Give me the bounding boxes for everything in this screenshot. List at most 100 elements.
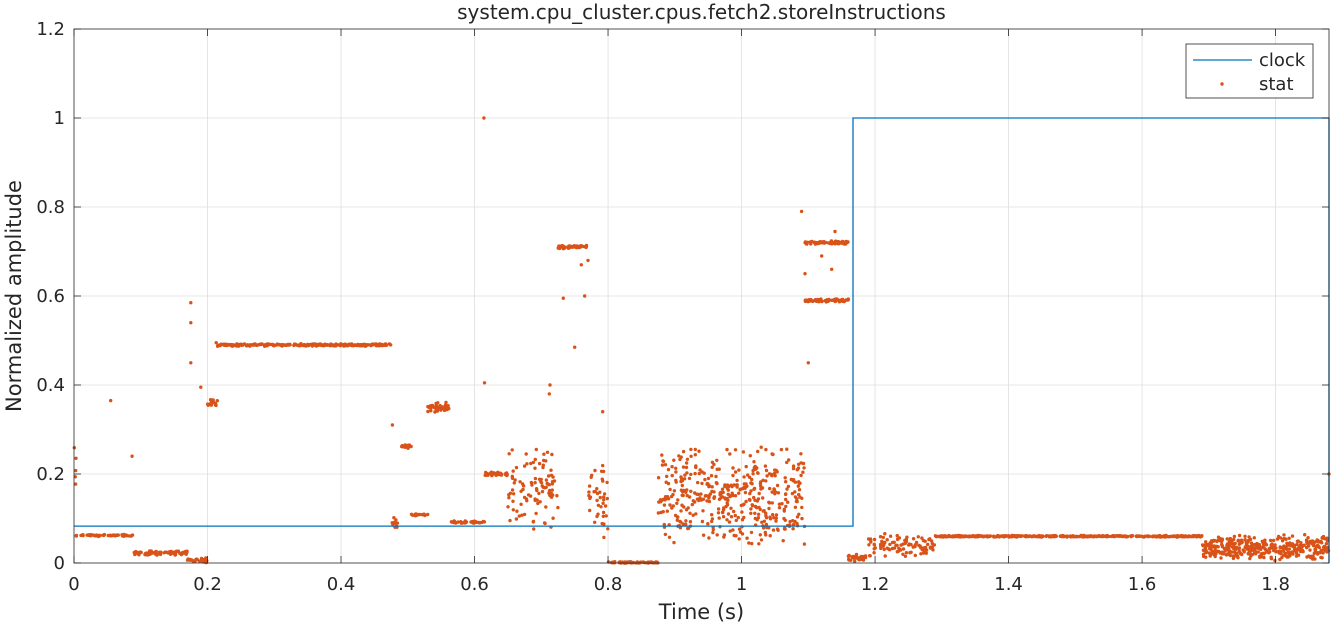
stat-point (1198, 535, 1203, 539)
stat-point (490, 473, 494, 478)
stat-point (738, 530, 743, 534)
stat-point (748, 454, 752, 458)
stat-point (782, 507, 786, 511)
stat-point (1308, 548, 1312, 552)
stat-point (1136, 534, 1140, 538)
stat-point (747, 475, 752, 479)
stat-point (783, 526, 787, 530)
stat-point (819, 240, 824, 244)
stat-point (562, 245, 566, 249)
stat-point (575, 245, 580, 250)
stat-point (791, 527, 795, 531)
stat-point (753, 504, 758, 509)
stat-point (109, 398, 113, 403)
stat-point (853, 559, 857, 563)
stat-point (1169, 534, 1174, 538)
stat-point (426, 409, 430, 414)
stat-point (746, 473, 750, 477)
stat-point (928, 545, 933, 549)
stat-point (741, 450, 746, 454)
stat-point (578, 244, 583, 248)
stat-point (547, 483, 551, 487)
stat-point (785, 487, 789, 491)
stat-point (548, 488, 552, 493)
stat-point (890, 540, 895, 545)
stat-point (913, 553, 917, 558)
stat-point (793, 480, 798, 484)
stat-point (761, 478, 765, 482)
stat-point (793, 490, 797, 494)
stat-point (1259, 547, 1263, 552)
stat-point (1215, 544, 1219, 548)
stat-point (743, 490, 748, 495)
stat-point (656, 511, 661, 515)
stat-point (675, 518, 679, 522)
stat-point (775, 470, 779, 474)
stat-point (680, 479, 684, 483)
stat-point (129, 534, 134, 538)
stat-point (863, 554, 868, 558)
stat-point (674, 466, 678, 470)
stat-point (666, 467, 671, 472)
stat-point (756, 471, 760, 475)
stat-point (916, 535, 920, 539)
stat-point (703, 477, 707, 482)
stat-point (1301, 549, 1305, 554)
stat-point (846, 240, 850, 244)
stat-point (1230, 550, 1234, 554)
stat-point (767, 501, 772, 505)
stat-point (783, 492, 788, 497)
stat-point (716, 511, 721, 515)
stat-point (1202, 548, 1206, 552)
stat-point (714, 481, 719, 485)
stat-point (957, 535, 961, 539)
stat-point (1205, 550, 1209, 554)
stat-point (1282, 544, 1286, 548)
stat-point (1296, 553, 1301, 557)
y-axis-label: Normalized amplitude (2, 180, 26, 412)
stat-point (550, 488, 554, 492)
stat-point (1069, 534, 1073, 539)
stat-point (472, 520, 476, 525)
stat-point (1225, 537, 1229, 541)
stat-point (751, 472, 755, 476)
stat-point (728, 529, 732, 533)
stat-point (442, 405, 446, 410)
stat-point (1226, 546, 1230, 550)
stat-point (428, 404, 433, 408)
stat-point (506, 505, 510, 509)
stat-point (548, 493, 552, 497)
stat-point (674, 470, 678, 474)
stat-point (520, 513, 524, 517)
stat-point (869, 538, 873, 542)
stat-point (795, 497, 799, 501)
ticks: 0 0.2 0.4 0.6 0.8 1 1.2 1.4 1.6 1.8 0 0.2 0.4 0.6 0.8 1… (36, 19, 1329, 595)
stat-point (1280, 539, 1285, 543)
stat-point (1268, 538, 1273, 543)
stat-point (670, 473, 674, 478)
stat-point (729, 506, 733, 510)
stat-point (1050, 534, 1055, 538)
stat-point (223, 343, 227, 347)
stat-point (411, 513, 415, 517)
stat-point (714, 474, 718, 479)
stat-point (206, 402, 210, 407)
stat-point (663, 498, 667, 502)
stat-point (1282, 533, 1286, 537)
stat-point (587, 484, 592, 488)
stat-point (761, 496, 765, 500)
stat-point (573, 345, 577, 349)
stat-point (733, 448, 738, 452)
stat-point (237, 343, 241, 347)
stat-point (666, 481, 671, 486)
stat-point (496, 472, 500, 476)
stat-point (1319, 548, 1323, 552)
stat-point (867, 543, 871, 547)
stat-point (719, 490, 723, 495)
stat-point (1243, 534, 1247, 538)
stat-point (74, 534, 79, 538)
stat-point (771, 528, 776, 532)
stat-point (700, 481, 704, 486)
stat-point (239, 343, 244, 347)
stat-point (627, 560, 632, 564)
